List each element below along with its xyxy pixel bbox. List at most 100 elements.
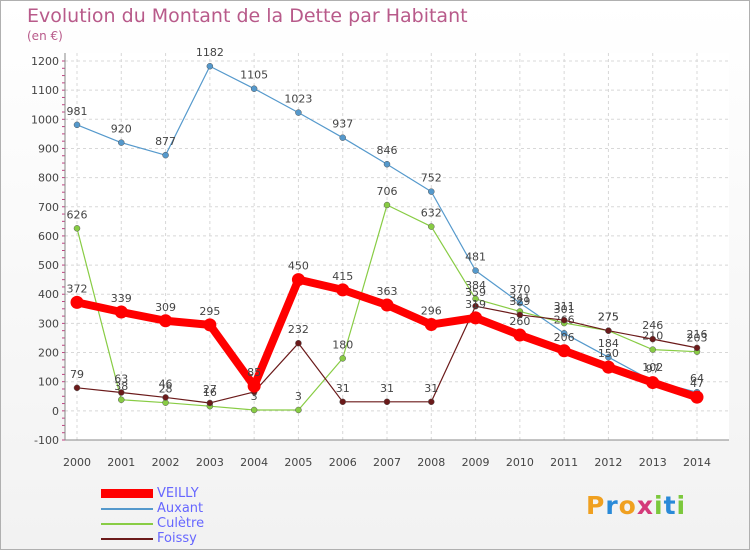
- data-label-foissy: 31: [380, 382, 394, 395]
- data-point-auxant: [339, 134, 346, 141]
- logo-letter: i: [676, 491, 687, 520]
- data-point-veilly: [557, 344, 571, 358]
- legend-label: Auxant: [157, 501, 204, 516]
- logo-letter: t: [663, 491, 677, 520]
- data-label-veilly: 372: [67, 282, 88, 295]
- data-label-auxant: 1023: [284, 93, 312, 106]
- data-label-foissy: 329: [509, 295, 530, 308]
- y-tick-label: 0: [52, 405, 59, 418]
- data-point-culètre: [250, 406, 258, 414]
- data-point-auxant: [472, 267, 479, 274]
- data-point-veilly: [291, 273, 305, 287]
- data-label-culètre: 180: [332, 338, 353, 351]
- data-point-auxant: [560, 330, 568, 337]
- data-point-veilly: [114, 305, 128, 319]
- y-tick-label: 400: [38, 288, 59, 301]
- data-point-foissy: [339, 398, 346, 406]
- x-tick-label: 2004: [240, 456, 268, 469]
- data-point-veilly: [424, 318, 438, 332]
- y-tick-label: 300: [38, 317, 59, 330]
- data-point-veilly: [646, 376, 660, 390]
- data-label-auxant: 481: [465, 251, 486, 264]
- data-point-culètre: [649, 346, 656, 353]
- data-point-foissy: [295, 339, 302, 347]
- data-label-auxant: 1105: [240, 69, 268, 82]
- data-label-culètre: 3: [295, 390, 302, 403]
- data-point-foissy: [472, 302, 479, 310]
- data-label-veilly: 339: [111, 292, 132, 305]
- y-tick-label: 200: [38, 347, 59, 360]
- data-label-foissy: 232: [288, 323, 309, 336]
- legend-swatch: [101, 523, 153, 525]
- data-label-culètre: 301: [554, 303, 575, 316]
- data-point-culètre: [383, 201, 391, 209]
- x-tick-label: 2007: [373, 456, 401, 469]
- data-point-auxant: [118, 139, 125, 146]
- data-point-veilly: [469, 311, 483, 325]
- x-tick-label: 2002: [152, 456, 180, 469]
- data-point-auxant: [206, 62, 214, 70]
- data-label-auxant: 370: [509, 283, 530, 296]
- data-point-culètre: [73, 225, 81, 232]
- data-label-foissy: 63: [114, 372, 128, 385]
- data-point-culètre: [118, 396, 125, 404]
- data-label-culètre: 632: [421, 207, 442, 220]
- y-tick-label: 1200: [31, 55, 59, 68]
- data-label-veilly: 150: [598, 347, 619, 360]
- data-point-foissy: [605, 327, 612, 334]
- data-label-culètre: 626: [67, 208, 88, 221]
- x-tick-label: 2013: [639, 456, 667, 469]
- data-point-veilly: [159, 314, 173, 328]
- data-label-foissy: 216: [687, 328, 708, 341]
- y-tick-label: -100: [34, 434, 59, 447]
- data-label-auxant: 102: [642, 361, 663, 374]
- data-point-veilly: [247, 379, 261, 393]
- legend-swatch: [101, 489, 153, 498]
- data-point-veilly: [380, 298, 394, 312]
- x-tick-label: 2010: [506, 456, 534, 469]
- data-label-veilly: 363: [377, 285, 398, 298]
- data-point-auxant: [428, 188, 435, 195]
- data-point-foissy: [560, 316, 568, 324]
- data-point-foissy: [383, 398, 391, 406]
- logo-letter: x: [636, 491, 654, 520]
- x-tick-label: 2009: [462, 456, 490, 469]
- chart-title: Evolution du Montant de la Dette par Hab…: [27, 5, 468, 27]
- y-tick-label: 800: [38, 172, 59, 185]
- logo-letter: r: [605, 491, 619, 520]
- data-label-auxant: 1182: [196, 46, 224, 59]
- data-label-veilly: 206: [554, 331, 575, 344]
- data-label-foissy: 275: [598, 311, 619, 324]
- data-point-foissy: [649, 335, 656, 343]
- data-label-auxant: 846: [377, 144, 398, 157]
- y-tick-label: 1000: [31, 113, 59, 126]
- data-point-auxant: [73, 121, 81, 129]
- data-point-foissy: [516, 311, 524, 319]
- y-tick-label: 1100: [31, 84, 59, 97]
- legend-label: Foissy: [157, 531, 197, 546]
- data-point-veilly: [70, 295, 84, 309]
- data-point-foissy: [693, 344, 701, 352]
- logo-letter: i: [654, 491, 664, 520]
- x-tick-label: 2012: [594, 456, 622, 469]
- data-label-veilly: 296: [421, 305, 442, 318]
- data-point-culètre: [339, 355, 346, 362]
- data-label-culètre: 275: [598, 311, 619, 324]
- data-label-culètre: 3: [251, 390, 258, 403]
- logo-letter: o: [618, 491, 637, 520]
- data-label-auxant: 64: [690, 372, 704, 385]
- data-point-foissy: [73, 384, 81, 392]
- data-label-culètre: 384: [465, 279, 486, 292]
- data-label-auxant: 920: [111, 123, 132, 136]
- y-tick-label: 100: [38, 376, 59, 389]
- data-point-auxant: [295, 109, 302, 116]
- x-tick-label: 2005: [284, 456, 312, 469]
- data-label-veilly: 309: [155, 301, 176, 314]
- data-point-auxant: [162, 151, 169, 159]
- legend-swatch: [101, 508, 153, 510]
- data-label-foissy: 246: [642, 319, 663, 332]
- data-point-foissy: [162, 394, 169, 401]
- legend-label: VEILLY: [157, 486, 199, 501]
- x-tick-label: 2008: [417, 456, 445, 469]
- data-label-foissy: 31: [336, 382, 350, 395]
